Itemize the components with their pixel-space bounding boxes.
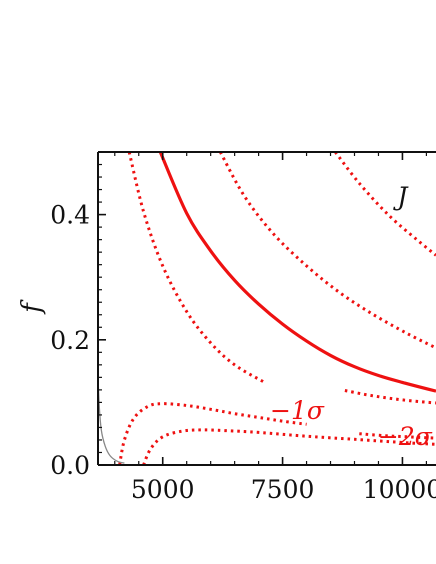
contour-line-7 <box>218 152 436 350</box>
x-tick-label: 5000 <box>131 475 195 504</box>
y-tick-label: 0.0 <box>50 451 90 480</box>
y-tick-label: 0.2 <box>50 326 90 355</box>
x-tick-label: 10000 <box>363 475 436 504</box>
x-tick-label: 7500 <box>251 475 315 504</box>
y-tick-label: 0.4 <box>50 201 90 230</box>
contour-annotations: J −1σ −2σ <box>270 182 433 451</box>
contour-label-3: −2σ <box>378 422 433 451</box>
contour-line-6 <box>142 428 436 465</box>
axis-ticks: 5000 7500 10000 0.0 0.2 0.4 <box>50 151 436 504</box>
contour-line-9 <box>98 377 125 464</box>
contour-line-2 <box>127 152 265 384</box>
contour-label-1: J <box>392 182 409 211</box>
contour-label-2: −1σ <box>270 396 325 425</box>
contour-line-1 <box>158 152 436 393</box>
y-axis-label: f <box>17 299 47 315</box>
contour-line-3 <box>344 389 436 405</box>
contour-curves <box>98 152 436 465</box>
contour-line-8 <box>334 152 436 257</box>
plot-axes <box>97 151 436 466</box>
